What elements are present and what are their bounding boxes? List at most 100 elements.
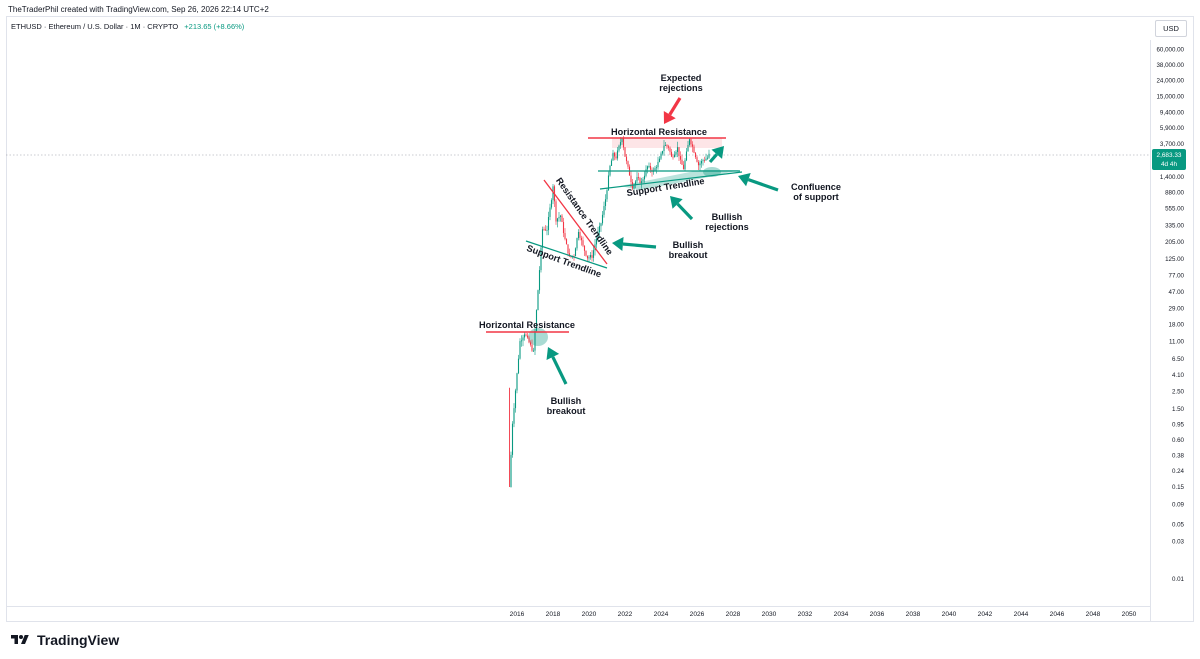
time-tick-label: 2016 [510, 611, 525, 618]
time-axis[interactable]: 2016 2018 2020 2022 2024 2026 2028 2030 2032 2034… [510, 611, 1137, 618]
candle-body [519, 341, 521, 359]
candle-body [523, 334, 526, 338]
candle-body [693, 146, 695, 153]
candle-body [627, 161, 629, 167]
price-tick-label: 335.00 [1165, 222, 1184, 229]
candles[interactable] [509, 135, 710, 488]
candle-body [598, 226, 601, 233]
candle-body [655, 167, 658, 169]
arrow-bullish-breakout-lower[interactable] [546, 347, 568, 385]
price-axis[interactable]: 60,000.00 38,000.00 24,000.00 15,000.00 9,40… [1156, 47, 1184, 583]
candle-body [687, 144, 689, 152]
arrow-bullish-breakout-upper[interactable] [612, 237, 657, 251]
arrow-head [738, 173, 751, 187]
candle-body [648, 165, 650, 167]
candle-body [690, 139, 692, 145]
candle-body [511, 423, 514, 455]
price-tick-label: 38,000.00 [1156, 62, 1184, 69]
time-tick-label: 2020 [582, 611, 597, 618]
current-price-value: 2,683.33 [1156, 152, 1182, 159]
price-tick-label: 2.50 [1172, 389, 1185, 396]
annotation-bullish-breakout-upper-line1: Bullish [673, 240, 704, 250]
candle-body [544, 229, 547, 231]
candle-body [708, 153, 710, 158]
annotation-expected-rejections-line1: Expected [661, 73, 702, 83]
candle-body [658, 158, 661, 162]
time-tick-label: 2036 [870, 611, 885, 618]
candle-body [546, 230, 548, 231]
time-tick-label: 2030 [762, 611, 777, 618]
candle-body [705, 158, 707, 161]
price-tick-label: 29.00 [1169, 305, 1185, 312]
candle-body [643, 175, 646, 180]
candle-body [610, 160, 613, 166]
arrow-confluence-support[interactable] [738, 173, 779, 192]
candle-body [684, 160, 686, 170]
price-tick-label: 0.09 [1172, 501, 1185, 508]
candle-body [550, 200, 553, 208]
candle-body [634, 181, 637, 185]
candle-body [672, 156, 674, 158]
currency-selector[interactable]: USD [1155, 20, 1187, 37]
annotation-bullish-rejections-line1: Bullish [712, 212, 743, 222]
candle-body [564, 233, 566, 240]
candle-body [706, 157, 709, 159]
candle-body [664, 145, 667, 146]
support-trendline-lower[interactable] [525, 240, 608, 269]
candle-body [661, 151, 664, 154]
price-tick-label: 15,000.00 [1156, 94, 1184, 101]
candle-body [637, 177, 640, 179]
candle-body [556, 218, 559, 222]
candle-body [534, 330, 536, 351]
price-tick-label: 24,000.00 [1156, 78, 1184, 85]
symbol-legend[interactable]: ETHUSD · Ethereum / U.S. Dollar · 1M · C… [11, 22, 244, 31]
price-tick-label: 555.00 [1165, 205, 1184, 212]
candle-body [600, 223, 602, 227]
candle-body [612, 152, 614, 161]
resistance-trendline[interactable] [543, 179, 608, 265]
candle-body [702, 160, 704, 162]
arrow-head [670, 196, 683, 209]
candle-body [583, 245, 586, 251]
price-tick-label: 60,000.00 [1156, 47, 1184, 54]
price-tick-label: 3,700.00 [1160, 141, 1185, 148]
arrow-head [663, 110, 676, 124]
candle-body [622, 138, 625, 148]
candle-body [535, 310, 538, 331]
annotation-bullish-rejections-line2: rejections [705, 222, 748, 232]
candle-body [618, 145, 620, 151]
symbol-title: ETHUSD · Ethereum / U.S. Dollar · 1M · C… [11, 22, 179, 31]
candle-body [681, 159, 683, 165]
candle-body [688, 139, 691, 145]
tradingview-logo[interactable]: TradingView [8, 632, 119, 648]
candle-body [657, 161, 659, 168]
candle-body [558, 216, 560, 219]
candle-body [670, 151, 673, 157]
arrow-upside-continuation[interactable] [708, 146, 724, 164]
price-tick-label: 0.15 [1172, 484, 1185, 491]
time-tick-label: 2032 [798, 611, 813, 618]
time-tick-label: 2024 [654, 611, 669, 618]
bar-countdown: 4d 4h [1161, 161, 1177, 168]
candle-body [621, 138, 623, 143]
candle-body [588, 257, 590, 259]
arrow-expected-rejections[interactable] [663, 97, 682, 124]
support-trendline-upper[interactable] [599, 171, 743, 190]
chart-panel[interactable] [6, 16, 1194, 622]
time-tick-label: 2040 [942, 611, 957, 618]
candle-body [531, 344, 533, 351]
candle-body [679, 156, 682, 160]
price-tick-label: 205.00 [1165, 239, 1184, 246]
arrow-bullish-rejections[interactable] [670, 196, 694, 221]
price-tick-label: 11.00 [1169, 338, 1185, 345]
time-tick-label: 2042 [978, 611, 993, 618]
candle-body [514, 390, 517, 409]
time-tick-label: 2028 [726, 611, 741, 618]
candle-body [576, 238, 578, 249]
time-tick-label: 2034 [834, 611, 849, 618]
time-tick-label: 2048 [1086, 611, 1101, 618]
candle-body [529, 342, 532, 345]
annotation-bullish-breakout-lower-line1: Bullish [551, 396, 582, 406]
candle-body [543, 229, 545, 231]
